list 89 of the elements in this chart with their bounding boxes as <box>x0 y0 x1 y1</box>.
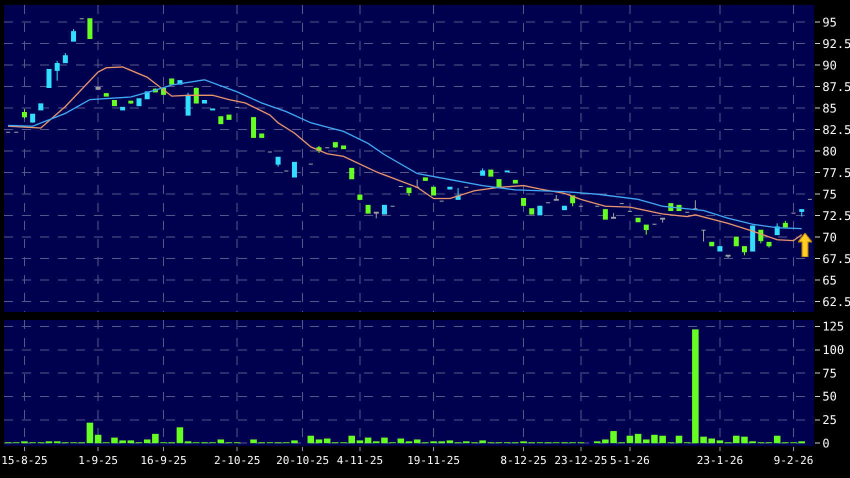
candlestick <box>332 142 338 148</box>
candlestick <box>96 86 101 91</box>
candlestick <box>742 246 747 256</box>
candlestick <box>357 194 362 201</box>
candlestick <box>30 114 36 124</box>
candlestick <box>349 168 354 180</box>
x-tick-label: 20-10-25 <box>276 454 330 468</box>
candlestick <box>692 200 698 210</box>
candlestick <box>62 52 68 64</box>
y-tick-label: 100 <box>822 343 844 358</box>
candlestick <box>726 254 731 258</box>
candlestick <box>750 226 756 252</box>
candlestick <box>374 212 379 219</box>
x-tick-label: 23-1-26 <box>696 454 744 468</box>
y-tick-label: 70 <box>822 230 837 244</box>
candlestick <box>562 206 567 210</box>
y-tick-label: 72.5 <box>822 208 850 223</box>
candlestick <box>431 186 436 196</box>
candlestick <box>87 18 92 40</box>
y-tick-label: 50 <box>822 390 837 404</box>
candlestick <box>38 103 44 110</box>
y-tick-label: 62.5 <box>822 294 850 309</box>
candlestick <box>71 28 76 42</box>
candlestick <box>717 246 722 252</box>
candlestick <box>120 106 126 110</box>
candlestick <box>521 198 526 206</box>
candlestick <box>488 170 494 177</box>
y-tick-label: 82.5 <box>822 122 850 137</box>
candlestick <box>276 156 281 168</box>
x-tick-label: 5-1-26 <box>610 454 650 468</box>
candlestick <box>422 177 428 181</box>
candlestick <box>251 117 256 138</box>
y-tick-label: 75 <box>822 187 837 202</box>
candlestick <box>382 204 387 214</box>
candlestick <box>169 78 174 85</box>
candlestick <box>104 93 109 97</box>
y-tick-label: 0 <box>822 436 830 450</box>
y-tick-label: 90 <box>822 58 837 72</box>
x-tick-label: 8-12-25 <box>500 454 547 468</box>
candlestick <box>406 188 412 196</box>
candlestick <box>136 98 142 106</box>
candlestick <box>292 162 297 178</box>
candlestick <box>709 242 714 246</box>
candlestick <box>602 209 608 220</box>
y-tick-label: 77.5 <box>822 166 850 180</box>
candlestick <box>644 224 649 236</box>
candlestick <box>112 100 117 106</box>
candlestick <box>54 60 60 82</box>
candlestick <box>701 230 706 242</box>
y-tick-label: 87.5 <box>822 80 850 94</box>
candlestick <box>766 242 772 248</box>
candlestick <box>22 108 27 120</box>
y-tick-label: 67.5 <box>822 252 850 266</box>
y-tick-label: 80 <box>822 144 837 158</box>
y-tick-label: 125 <box>822 320 844 334</box>
y-tick-label: 65 <box>822 273 837 288</box>
candlestick <box>414 179 420 188</box>
candlestick <box>202 100 207 104</box>
candlestick <box>554 194 559 201</box>
candlestick <box>799 209 804 218</box>
y-tick-label: 85 <box>822 101 837 116</box>
candlestick <box>537 206 542 216</box>
x-tick-label: 1-9-25 <box>78 454 118 468</box>
y-tick-label: 92.5 <box>822 36 850 51</box>
x-tick-label: 15-8-25 <box>1 454 48 468</box>
y-tick-label: 95 <box>822 15 837 30</box>
candlestick <box>186 92 191 116</box>
candlestick <box>218 116 224 124</box>
x-tick-label: 23-12-25 <box>554 454 608 468</box>
candlestick <box>496 179 502 187</box>
candlestick <box>341 146 346 150</box>
x-tick-label: 9-2-26 <box>774 454 814 468</box>
y-tick-label: 25 <box>822 413 837 428</box>
candlestick <box>512 180 518 184</box>
candlestick <box>46 69 52 88</box>
candlestick <box>456 188 461 200</box>
candlestick <box>226 114 232 120</box>
candlestick <box>529 208 534 214</box>
candlestick <box>782 220 788 228</box>
x-tick-label: 16-9-25 <box>140 454 187 468</box>
x-tick-label: 19-11-25 <box>407 454 460 468</box>
candlestick <box>480 168 486 176</box>
x-tick-label: 4-11-25 <box>336 454 384 468</box>
x-tick-label: 2-10-25 <box>214 454 260 468</box>
candlestick <box>734 236 739 246</box>
candlestick <box>259 133 264 138</box>
y-tick-label: 75 <box>822 366 837 380</box>
candlestick <box>366 204 371 214</box>
candlestick <box>611 212 616 219</box>
